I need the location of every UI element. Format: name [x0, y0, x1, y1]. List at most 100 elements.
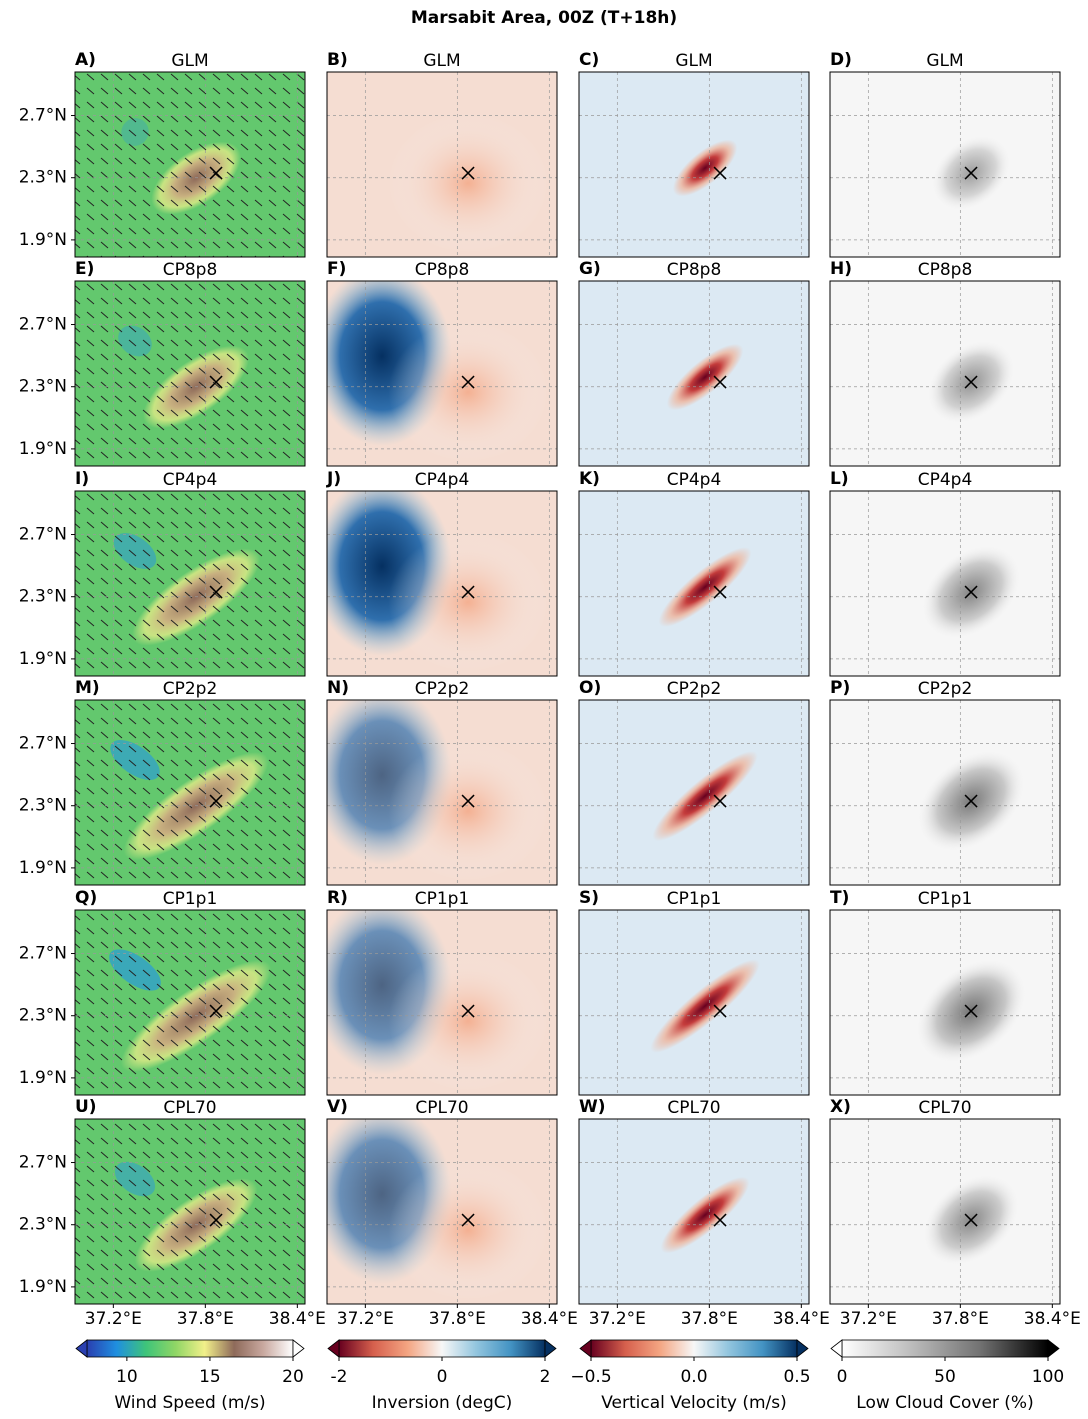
y-tick-label: 1.9°N	[19, 439, 67, 459]
panel-title: CPL70	[918, 1098, 971, 1118]
wind-arrows	[75, 910, 305, 1095]
x-tick-label: 37.2°E	[85, 1309, 142, 1329]
y-tick-label: 2.3°N	[19, 1006, 67, 1026]
colorbar-extend	[292, 1339, 305, 1358]
marker-stroke	[461, 794, 475, 808]
marker-stroke	[713, 375, 727, 389]
panel	[579, 72, 809, 257]
panel-label: O)	[579, 678, 601, 698]
marker-stroke	[713, 794, 727, 808]
field-updraft	[652, 751, 758, 841]
panel-label: X)	[830, 1097, 851, 1117]
panel-frame	[74, 71, 306, 258]
y-tick-label: 2.7°N	[19, 315, 67, 335]
panel-frame	[74, 280, 306, 467]
x-tick-label: 38.4°E	[269, 1309, 326, 1329]
panel-title: CP1p1	[918, 889, 973, 909]
panel-title: CP8p8	[918, 260, 973, 280]
panel-label: L)	[830, 469, 849, 489]
y-tick-label: 1.9°N	[19, 1068, 67, 1088]
field-warm	[388, 113, 549, 254]
colorbar-tick-label: 0.0	[680, 1367, 707, 1387]
y-tick-label: 2.7°N	[19, 944, 67, 964]
panel-title: GLM	[926, 51, 963, 71]
panel	[75, 700, 305, 885]
wind-arrows	[75, 281, 305, 466]
site-marker	[964, 1004, 978, 1018]
panel-label: Q)	[75, 888, 97, 908]
panel	[327, 281, 557, 466]
colorbar-tick-label: -2	[331, 1367, 348, 1387]
panel-title: GLM	[423, 51, 460, 71]
marker-stroke	[713, 1004, 727, 1018]
panel-label: A)	[75, 50, 96, 70]
panel-title: CP8p8	[163, 260, 218, 280]
marker-stroke	[209, 585, 223, 599]
panel-title: CP1p1	[415, 889, 470, 909]
colorbar-extend	[579, 1339, 592, 1358]
panel-frame	[326, 699, 558, 886]
panel-frame	[326, 280, 558, 467]
y-tick-label: 2.3°N	[19, 168, 67, 188]
field-warm	[388, 532, 549, 673]
marker-stroke	[713, 1213, 727, 1227]
site-marker	[964, 1213, 978, 1227]
panel-label: V)	[327, 1097, 348, 1117]
colorbar-label: Vertical Velocity (m/s)	[601, 1393, 787, 1413]
panel-label: B)	[327, 50, 348, 70]
panel	[830, 910, 1060, 1095]
panel-label: S)	[579, 888, 599, 908]
colorbar-extend	[544, 1339, 557, 1358]
site-marker	[964, 375, 978, 389]
field-updraft	[650, 959, 760, 1053]
panel-frame	[829, 909, 1061, 1096]
marker-stroke	[713, 166, 727, 180]
x-tick-label: 37.2°E	[337, 1309, 394, 1329]
colorbar-tick-label: 0	[437, 1367, 448, 1387]
site-marker	[461, 585, 475, 599]
marker-stroke	[209, 794, 223, 808]
marker-stroke	[713, 585, 727, 599]
site-marker	[964, 585, 978, 599]
colorbar-tick-label: 50	[934, 1367, 956, 1387]
panel	[75, 910, 305, 1095]
panel-title: CPL70	[667, 1098, 720, 1118]
colorbar-label: Inversion (degC)	[372, 1393, 513, 1413]
panel-frame	[578, 1118, 810, 1305]
y-tick-label: 2.7°N	[19, 1153, 67, 1173]
y-tick-label: 1.9°N	[19, 1277, 67, 1297]
panel	[579, 1119, 809, 1304]
panel-label: M)	[75, 678, 100, 698]
site-marker	[461, 794, 475, 808]
panel-title: GLM	[675, 51, 712, 71]
marker-stroke	[964, 375, 978, 389]
panel	[75, 72, 305, 257]
wind-arrows	[75, 700, 305, 885]
panel-frame	[829, 699, 1061, 886]
site-marker	[964, 794, 978, 808]
colorbar-tick-label: 100	[1032, 1367, 1064, 1387]
y-tick-label: 2.3°N	[19, 587, 67, 607]
panel-frame	[326, 1118, 558, 1305]
wind-arrows	[75, 1119, 305, 1304]
colorbar-tick-label: −0.5	[570, 1367, 611, 1387]
panel	[75, 281, 305, 466]
colorbar-tick-label: 15	[199, 1367, 221, 1387]
colorbar-tick-label: 2	[540, 1367, 551, 1387]
marker-stroke	[461, 1213, 475, 1227]
site-marker	[713, 375, 727, 389]
colorbar	[590, 1339, 798, 1358]
colorbar-tick-label: 0.5	[783, 1367, 810, 1387]
colorbar-extend	[1047, 1339, 1060, 1358]
panel-frame	[74, 490, 306, 677]
marker-stroke	[461, 375, 475, 389]
site-marker	[461, 375, 475, 389]
site-marker	[209, 166, 223, 180]
site-marker	[461, 1004, 475, 1018]
y-tick-label: 2.3°N	[19, 1215, 67, 1235]
panel-frame	[326, 71, 558, 258]
colorbar-tick-label: 20	[282, 1367, 304, 1387]
site-marker	[461, 1213, 475, 1227]
panel	[327, 1119, 557, 1304]
panel-frame	[578, 699, 810, 886]
